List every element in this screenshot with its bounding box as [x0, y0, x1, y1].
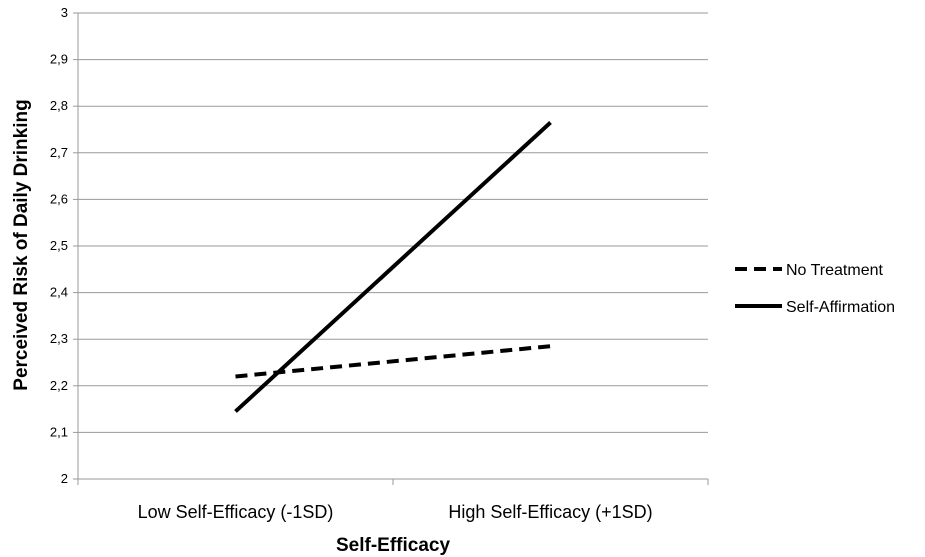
- series-line-self-affirmation: [234, 121, 552, 413]
- x-axis-ticks: [77, 479, 709, 485]
- x-axis-title: Self-Efficacy: [336, 535, 450, 556]
- y-tick-label: 2,4: [50, 285, 68, 300]
- y-tick-label: 2,6: [50, 191, 68, 206]
- legend-label: Self-Affirmation: [786, 299, 895, 316]
- legend-label: No Treatment: [786, 262, 883, 279]
- series-line-no-treatment: [235, 344, 551, 379]
- gridlines: [78, 12, 708, 433]
- series-lines: [234, 121, 552, 413]
- y-tick-label: 2: [61, 471, 68, 486]
- x-category-labels: Low Self-Efficacy (-1SD) High Self-Effica…: [138, 502, 653, 522]
- y-tick-label: 3: [61, 5, 68, 20]
- y-tick-label: 2,5: [50, 238, 68, 253]
- x-category-label: Low Self-Efficacy (-1SD): [138, 502, 334, 522]
- y-tick-label: 2,1: [50, 424, 68, 439]
- legend: No Treatment Self-Affirmation: [735, 262, 895, 316]
- y-tick-label: 2,3: [50, 331, 68, 346]
- y-tick-label: 2,7: [50, 145, 68, 160]
- x-category-label: High Self-Efficacy (+1SD): [448, 502, 652, 522]
- y-tick-label: 2,2: [50, 378, 68, 393]
- y-axis-title: Perceived Risk of Daily Drinking: [11, 99, 32, 390]
- y-tick-labels: 2 2,1 2,2 2,3 2,4 2,5 2,6 2,7 2,8 2,9 3: [50, 5, 78, 486]
- y-tick-label: 2,8: [50, 98, 68, 113]
- y-tick-label: 2,9: [50, 52, 68, 67]
